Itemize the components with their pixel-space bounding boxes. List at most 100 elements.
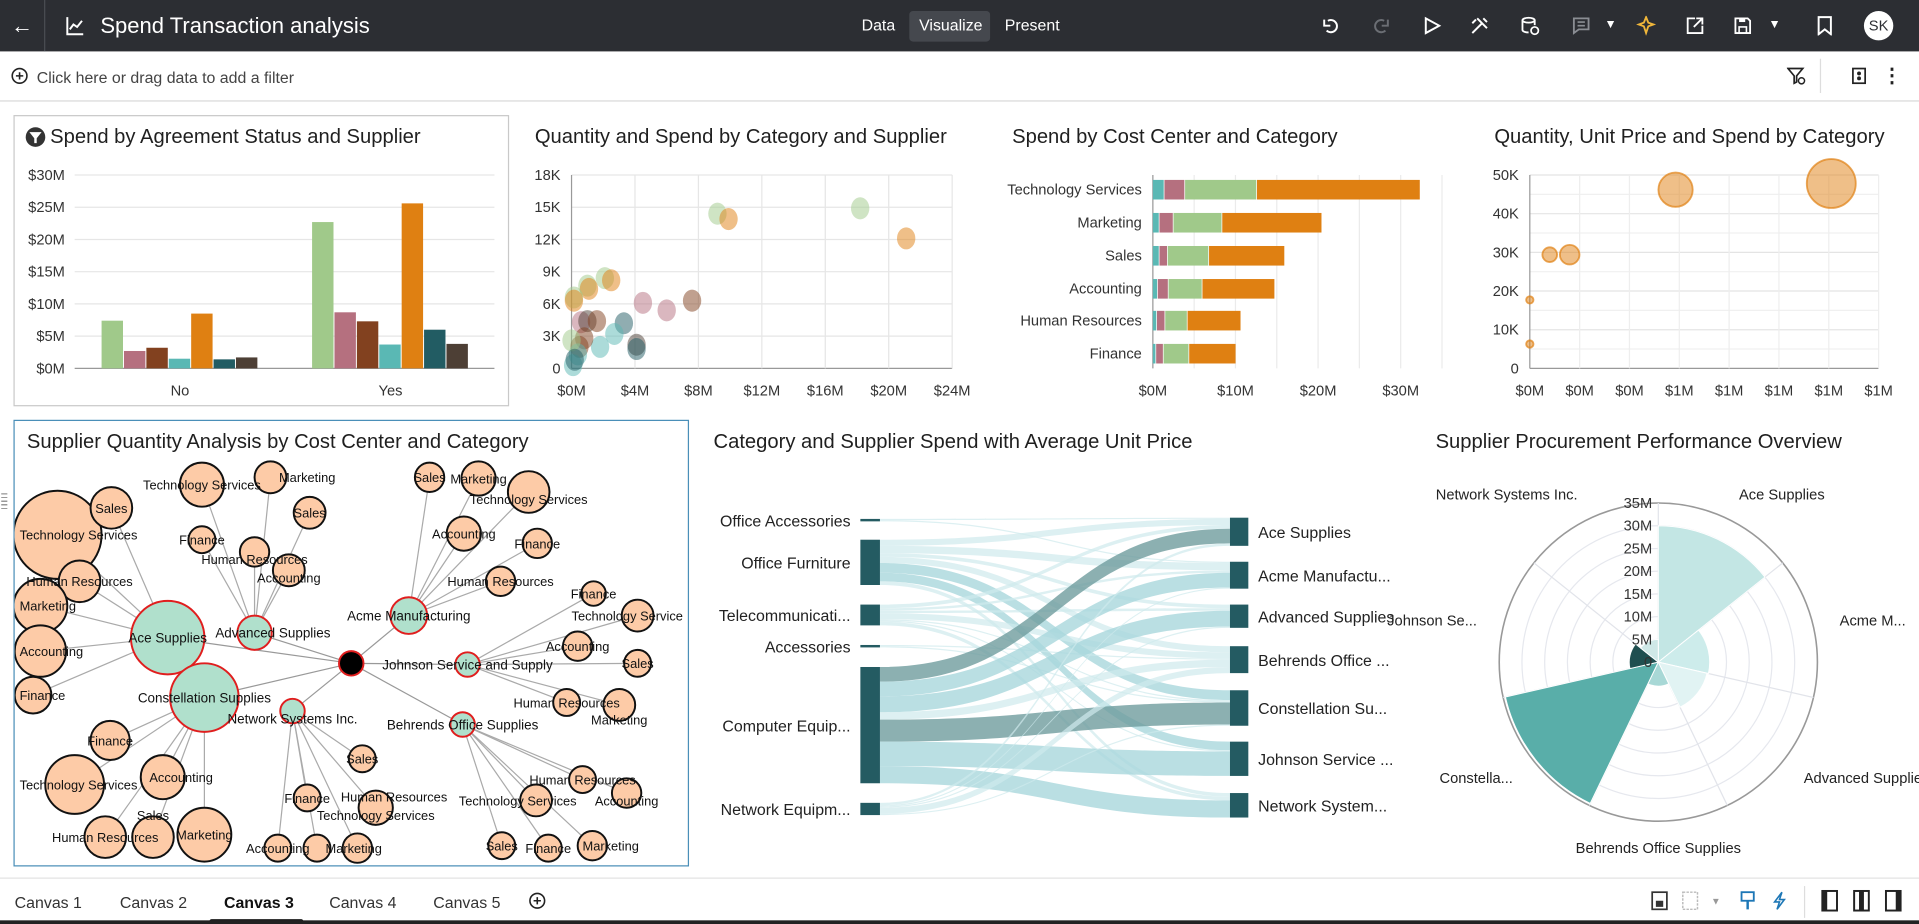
cost-center-node	[271, 553, 306, 588]
sankey-link	[879, 570, 1230, 611]
network-edge	[462, 724, 503, 846]
canvas-tab-5[interactable]: Canvas 5	[433, 893, 501, 912]
cost-center-node	[302, 833, 332, 863]
y-tick-label: $20M	[28, 232, 65, 248]
divider	[44, 0, 46, 52]
comment-icon[interactable]	[1570, 15, 1592, 37]
filter-placeholder[interactable]: Click here or drag data to add a filter	[36, 68, 295, 87]
cost-center-label: Human Resources	[52, 830, 158, 845]
undo-icon[interactable]	[1321, 15, 1343, 37]
header-bar: ← Spend Transaction analysis Data Visual…	[0, 0, 1919, 52]
tools-icon[interactable]	[1469, 15, 1491, 37]
preview-play-icon[interactable]	[1421, 15, 1443, 37]
network-edge	[467, 662, 638, 666]
user-avatar[interactable]: SK	[1863, 11, 1894, 41]
cost-center-node	[14, 675, 53, 715]
cost-center-node	[178, 461, 225, 508]
supplier-label: Behrends Office Supplies	[387, 717, 539, 732]
filter-options-icon[interactable]	[1786, 66, 1807, 86]
canvas-tab-2[interactable]: Canvas 2	[119, 893, 188, 912]
back-arrow-icon[interactable]: ←	[11, 12, 34, 38]
sankey-link	[879, 528, 1230, 682]
data-refresh-icon[interactable]	[1519, 15, 1541, 37]
cost-center-label: Marketing	[591, 713, 647, 728]
cost-center-node	[253, 460, 288, 495]
cost-center-label: Human Resources	[513, 695, 619, 710]
sankey-source-node	[860, 802, 880, 816]
sankey-target-node	[1229, 517, 1249, 546]
tab-visualize[interactable]: Visualize	[919, 15, 983, 35]
tile-title: Supplier Procurement Performance Overvie…	[1435, 430, 1842, 453]
bar	[356, 321, 379, 369]
auto-insights-icon[interactable]	[1635, 15, 1657, 37]
bar	[123, 350, 146, 369]
bottom-edge	[0, 920, 1919, 924]
lightning-icon[interactable]	[1770, 891, 1790, 911]
brush-icon[interactable]	[1738, 891, 1758, 911]
canvas-settings-icon[interactable]	[1849, 66, 1869, 86]
add-canvas-plus-icon[interactable]	[529, 892, 546, 909]
cost-center-node	[445, 515, 482, 552]
save-icon[interactable]	[1732, 15, 1754, 37]
bar	[101, 320, 123, 369]
y-tick-label: 40K	[1493, 207, 1519, 223]
add-filter-plus-icon[interactable]	[11, 67, 28, 85]
bar-segment	[1159, 212, 1173, 233]
y-tick-label: $30M	[28, 168, 65, 184]
sankey-link	[879, 766, 1230, 818]
scatter-point	[562, 329, 581, 352]
supplier-node	[236, 614, 273, 651]
sankey-target-label: Network System...	[1258, 798, 1387, 815]
save-dropdown-caret-icon[interactable]: ▼	[1768, 17, 1781, 32]
sankey-target-label: Ace Supplies	[1258, 525, 1351, 542]
redo-icon[interactable]	[1369, 15, 1391, 37]
x-tick-label: $0M	[1615, 383, 1644, 399]
grid-dropdown-caret-icon[interactable]: ▼	[1710, 895, 1721, 907]
grid-icon[interactable]	[1680, 891, 1700, 911]
tab-data[interactable]: Data	[861, 15, 896, 35]
bar-segment	[1152, 212, 1159, 233]
canvas-tab-4[interactable]: Canvas 4	[329, 893, 397, 912]
bubble	[1805, 158, 1857, 209]
y-tick-label: 3K	[543, 329, 561, 345]
cost-center-node	[576, 830, 609, 862]
scatter-point	[602, 269, 621, 292]
canvas-tab-1[interactable]: Canvas 1	[14, 893, 82, 912]
polar-category-label: Constella...	[1439, 771, 1512, 787]
sankey-target-label: Johnson Service ...	[1258, 752, 1393, 769]
resize-handle[interactable]	[1, 493, 8, 511]
cost-center-node	[89, 719, 131, 761]
sankey-source-label: Accessories	[765, 639, 851, 656]
tab-present[interactable]: Present	[1004, 15, 1060, 35]
more-options-kebab-icon[interactable]: ⋮	[1882, 66, 1902, 87]
tile-agreement-status[interactable]	[13, 115, 510, 407]
y-tick-label: 0	[1511, 361, 1519, 377]
filter-funnel-icon[interactable]	[25, 127, 46, 147]
export-icon[interactable]	[1684, 15, 1706, 37]
comment-dropdown-caret-icon[interactable]: ▼	[1604, 17, 1617, 32]
bookmark-icon[interactable]	[1814, 15, 1836, 37]
tile-network[interactable]: Ace Supplies Constellation Supplies Advanc…	[13, 419, 690, 867]
center-panel-toggle-icon[interactable]	[1852, 889, 1872, 912]
bar-segment	[1152, 310, 1157, 331]
canvas-layout-icon[interactable]	[1650, 891, 1670, 911]
sankey-target-label: Advanced Supplies	[1258, 609, 1394, 626]
cost-center-node	[580, 580, 607, 607]
sankey-link	[879, 610, 1230, 713]
cost-center-node	[460, 460, 497, 497]
scatter-point	[605, 322, 624, 346]
bubble	[1525, 339, 1535, 349]
canvas-tab-3[interactable]: Canvas 3	[223, 893, 294, 912]
cost-center-node	[623, 648, 653, 678]
polar-category-label: Johnson Se...	[1387, 614, 1477, 630]
cost-center-node	[57, 559, 102, 604]
y-category-label: Marketing	[1077, 216, 1141, 232]
scatter-point	[579, 277, 599, 300]
left-panel-toggle-icon[interactable]	[1820, 889, 1840, 912]
supplier-node	[129, 599, 206, 676]
right-panel-toggle-icon[interactable]	[1884, 889, 1904, 912]
cost-center-label: Marketing	[582, 839, 638, 854]
sankey-target-label: Constellation Su...	[1258, 701, 1387, 718]
x-tick-label: $12M	[743, 383, 780, 399]
r-tick-label: 30M	[1624, 519, 1653, 535]
